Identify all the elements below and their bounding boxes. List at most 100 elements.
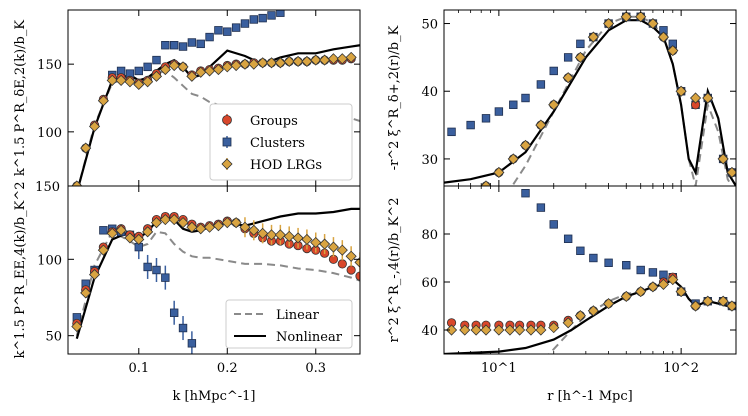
point-hod-lrgs [345,51,357,63]
point-clusters [214,26,223,35]
point-hod-lrgs [726,300,736,312]
legend-label-hod-lrgs: HOD LRGs [250,158,322,173]
point-clusters [576,246,585,255]
legend-label-groups: Groups [250,114,298,129]
point-hod-lrgs [717,295,729,307]
ytick-label: 30 [421,153,438,168]
point-hod-lrgs [445,324,458,336]
point-hod-lrgs [336,244,348,256]
point-hod-lrgs [115,74,127,86]
point-hod-lrgs [257,57,269,69]
point-groups [337,259,347,269]
point-clusters [134,66,143,76]
point-clusters [563,234,573,243]
point-clusters [161,273,170,282]
point-hod-lrgs [507,153,519,165]
point-hod-lrgs [525,324,537,336]
xlabel-bottom-left: k [hMpc^-1] [173,389,256,404]
point-hod-lrgs [150,217,163,229]
point-hod-lrgs [635,286,647,298]
point-hod-lrgs [574,51,586,63]
point-clusters [466,120,475,130]
point-clusters [99,226,108,235]
series-clusters-br [521,188,736,311]
line-linear-tr [511,15,734,186]
point-hod-lrgs [283,230,295,242]
axes-frame-bottom-left [67,185,361,355]
legend-frame-top-left [209,103,353,181]
point-hod-lrgs [480,324,492,336]
point-hod-lrgs [230,217,242,229]
line-linear-bl [75,230,360,336]
ticks-bottom-right: 40 60 80 10^1 10^2 [421,186,737,376]
point-hod-lrgs [647,17,659,30]
point-clusters [521,188,530,198]
point-hod-lrgs [717,153,729,165]
point-hod-lrgs [470,324,482,336]
point-hod-lrgs [535,119,547,131]
ylabel-bottom-left: k^1.5 P^R_EE,4(k)/b_K^2 [13,182,28,359]
xtick-label: 0.1 [128,361,149,376]
point-clusters [223,27,232,36]
point-hod-lrgs [689,92,702,104]
point-clusters [249,15,259,24]
panel-top-right: 30 40 50 -r^2 ξ^R_δ+,2(r)/b_K [387,9,737,203]
point-clusters [178,42,188,51]
point-hod-lrgs [480,180,492,186]
legend-label-clusters: Clusters [250,136,305,151]
plot-area-bottom-right [444,188,736,354]
point-clusters [152,265,161,275]
point-hod-lrgs [519,139,532,151]
ytick-label: 100 [37,253,62,268]
series-hod-lrgs-tr [480,11,736,186]
point-hod-lrgs [675,286,687,298]
plot-area-top-right [444,11,736,203]
point-hod-lrgs [265,229,278,241]
point-clusters [589,253,598,263]
point-hod-lrgs [336,53,348,65]
point-groups [346,265,356,275]
point-clusters [187,38,197,47]
plot-area-bottom-left [71,207,360,354]
point-hod-lrgs [327,241,340,253]
point-hod-lrgs [142,76,154,88]
point-hod-lrgs [647,281,659,293]
ytick-label: 50 [45,330,62,345]
xlabel-bottom-right: r [h^-1 Mpc] [547,389,632,404]
point-groups [454,195,462,203]
point-hod-lrgs [562,72,574,84]
point-hod-lrgs [71,320,83,333]
point-clusters [143,62,152,72]
legend-marker-hod [221,158,233,170]
point-clusters [494,107,504,116]
point-hod-lrgs [212,64,224,76]
point-hod-lrgs [106,74,118,86]
point-hod-lrgs [354,256,360,268]
point-hod-lrgs [504,324,516,336]
point-clusters [169,308,179,317]
point-hod-lrgs [548,322,560,334]
point-clusters [536,80,546,89]
point-hod-lrgs [574,310,586,322]
plot-area-top-left [71,10,360,186]
point-hod-lrgs [319,238,331,250]
point-hod-lrgs [133,78,145,91]
point-hod-lrgs [310,54,322,66]
line-linear-br [547,278,736,354]
point-clusters [636,265,645,275]
point-clusters [161,41,170,50]
point-clusters [178,323,188,333]
point-hod-lrgs [292,232,304,244]
point-hod-lrgs [221,61,233,73]
ylabel-top-right: -r^2 ξ^R_δ+,2(r)/b_K [387,25,402,170]
point-hod-lrgs [248,224,260,236]
point-hod-lrgs [459,324,471,336]
point-hod-lrgs [159,64,171,76]
point-hod-lrgs [702,295,714,307]
point-clusters [231,23,241,32]
point-hod-lrgs [177,61,189,73]
point-hod-lrgs [186,221,198,233]
point-clusters [196,39,205,49]
point-hod-lrgs [274,57,286,69]
